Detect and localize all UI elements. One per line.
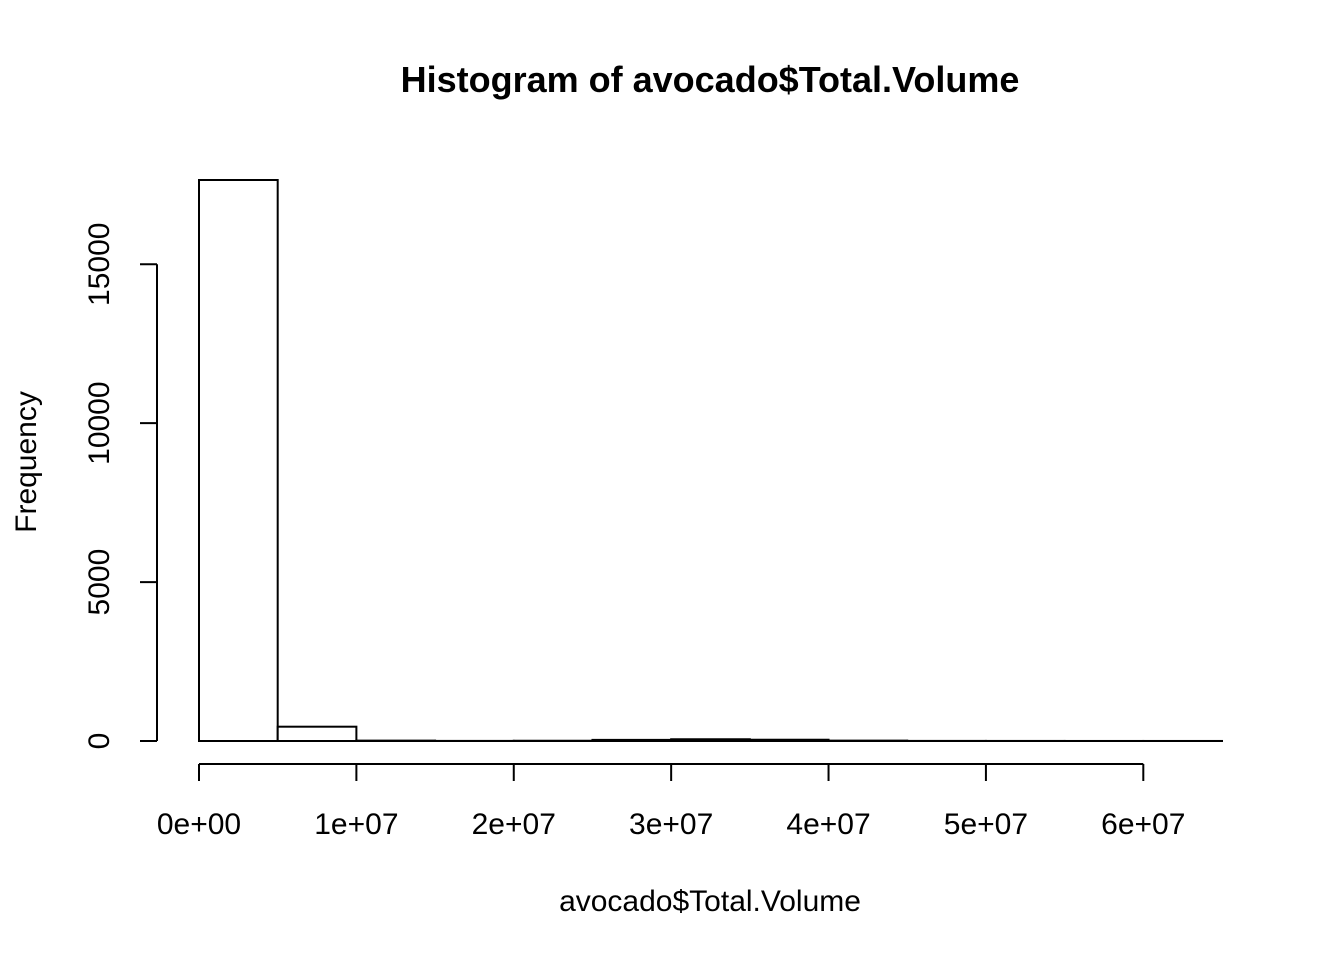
y-tick-label: 10000 — [83, 381, 116, 464]
x-tick-label: 2e+07 — [472, 808, 556, 841]
y-tick-label: 5000 — [83, 549, 116, 616]
x-tick-label: 1e+07 — [314, 808, 398, 841]
x-tick-label: 6e+07 — [1101, 808, 1185, 841]
x-tick-label: 5e+07 — [944, 808, 1028, 841]
histogram-bar — [198, 179, 279, 742]
x-tick-label: 3e+07 — [629, 808, 713, 841]
x-tick-label: 4e+07 — [786, 808, 870, 841]
histogram-bar — [748, 738, 830, 743]
histogram-bar — [591, 738, 673, 742]
x-axis: 0e+00 1e+07 2e+07 3e+07 4e+07 5e+07 6e+07 — [157, 763, 1185, 841]
y-axis-label: Frequency — [10, 391, 43, 533]
x-tick-label: 0e+00 — [157, 808, 241, 841]
y-axis: 0 5000 10000 15000 — [83, 223, 158, 750]
y-tick-label: 0 — [83, 733, 116, 750]
chart-title: Histogram of avocado$Total.Volume — [401, 59, 1020, 100]
x-axis-label: avocado$Total.Volume — [559, 885, 861, 918]
histogram-bar — [670, 738, 751, 742]
bars-group — [198, 179, 1224, 743]
y-tick-label: 15000 — [83, 223, 116, 306]
histogram-bar — [276, 725, 358, 743]
